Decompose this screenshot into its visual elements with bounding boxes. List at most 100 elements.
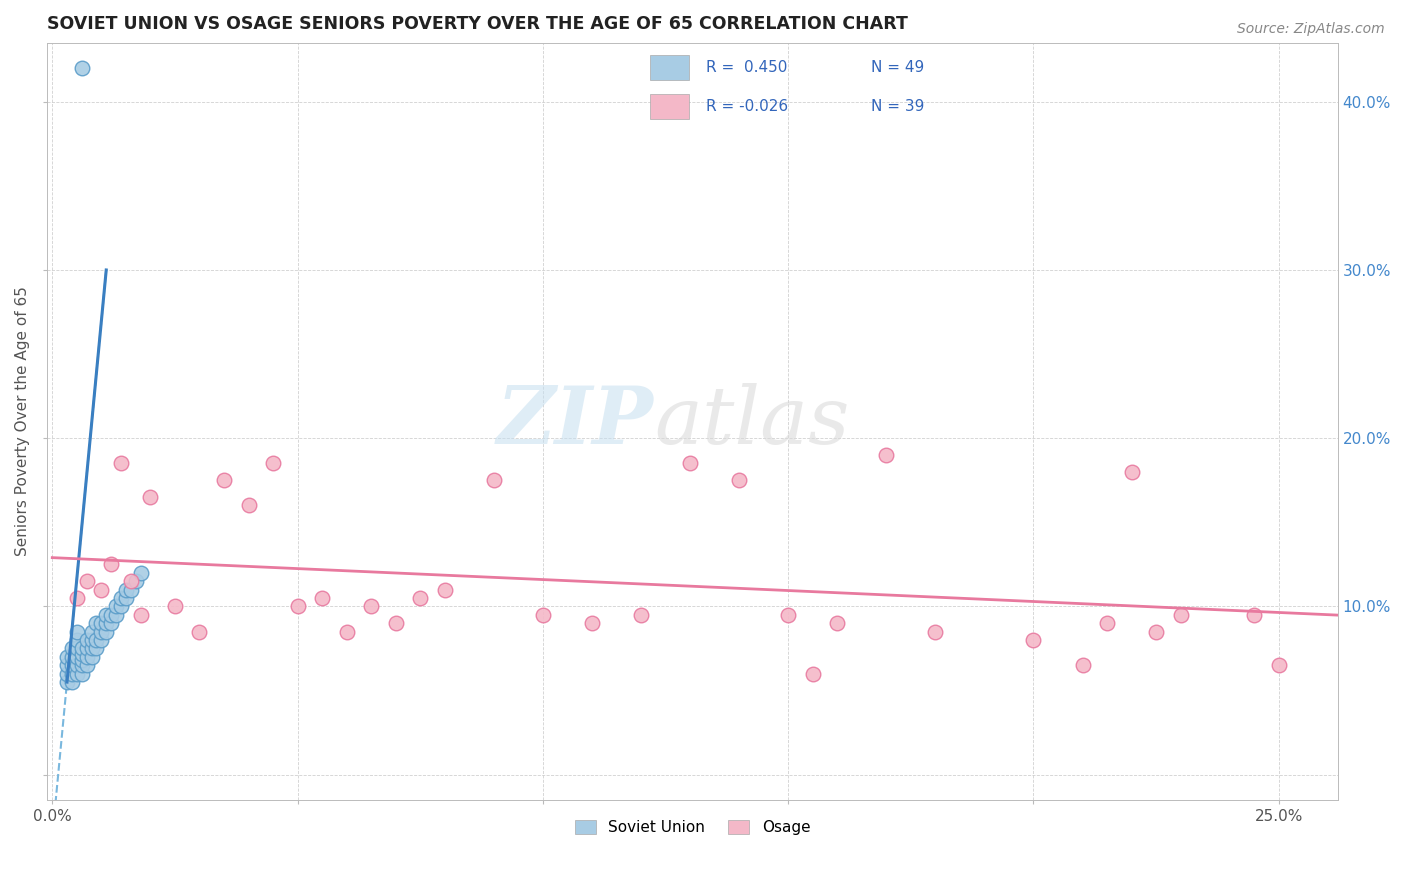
Legend: Soviet Union, Osage: Soviet Union, Osage [568, 814, 817, 841]
Point [1144, 624, 1167, 639]
Point [129, 607, 152, 622]
Text: R =  0.450: R = 0.450 [706, 60, 787, 75]
Point [924, 624, 946, 639]
Point [581, 616, 603, 631]
Point [139, 490, 162, 504]
Point [80, 633, 103, 648]
Point [70, 653, 93, 667]
Point [482, 473, 505, 487]
Point [129, 566, 152, 580]
Point [110, 599, 132, 614]
Point [433, 582, 456, 597]
Point [66, 658, 89, 673]
Point [70, 666, 93, 681]
Point [875, 448, 897, 462]
Point [60, 666, 83, 681]
Point [56, 649, 79, 664]
Point [70, 658, 93, 673]
Point [56, 666, 79, 681]
Point [360, 599, 382, 614]
Point [66, 666, 89, 681]
Point [778, 607, 800, 622]
Text: N = 49: N = 49 [870, 60, 924, 75]
Point [80, 624, 103, 639]
Point [66, 649, 89, 664]
Point [336, 624, 359, 639]
Point [1022, 633, 1045, 648]
Bar [650, 94, 689, 120]
Point [825, 616, 848, 631]
Point [728, 473, 751, 487]
Point [90, 616, 112, 631]
Point [70, 641, 93, 656]
Point [110, 591, 132, 605]
Point [238, 499, 260, 513]
Point [1121, 465, 1143, 479]
Point [100, 616, 122, 631]
Point [66, 641, 89, 656]
Point [56, 675, 79, 690]
Point [90, 633, 112, 648]
Point [188, 624, 211, 639]
Point [163, 599, 186, 614]
Point [1268, 658, 1291, 673]
Text: N = 39: N = 39 [870, 99, 924, 114]
Point [115, 582, 138, 597]
Point [70, 61, 93, 75]
Text: SOVIET UNION VS OSAGE SENIORS POVERTY OVER THE AGE OF 65 CORRELATION CHART: SOVIET UNION VS OSAGE SENIORS POVERTY OV… [48, 15, 908, 33]
Point [70, 647, 93, 661]
Point [86, 633, 108, 648]
Point [1071, 658, 1094, 673]
Point [86, 616, 108, 631]
Point [120, 582, 142, 597]
Point [60, 649, 83, 664]
Point [96, 616, 118, 631]
Point [66, 591, 89, 605]
Point [100, 558, 122, 572]
Point [801, 666, 824, 681]
Point [1095, 616, 1118, 631]
Point [76, 658, 98, 673]
Point [80, 649, 103, 664]
Y-axis label: Seniors Poverty Over the Age of 65: Seniors Poverty Over the Age of 65 [15, 286, 30, 557]
Point [105, 599, 128, 614]
Text: atlas: atlas [654, 383, 849, 460]
Point [76, 641, 98, 656]
Point [630, 607, 652, 622]
Point [96, 624, 118, 639]
Point [311, 591, 333, 605]
Point [1243, 607, 1265, 622]
Point [100, 607, 122, 622]
Point [90, 624, 112, 639]
Text: R = -0.026: R = -0.026 [706, 99, 787, 114]
Point [531, 607, 554, 622]
Point [679, 457, 702, 471]
Point [287, 599, 309, 614]
Point [76, 649, 98, 664]
Point [262, 457, 284, 471]
Point [90, 582, 112, 597]
Point [60, 675, 83, 690]
Point [120, 574, 142, 589]
Point [60, 658, 83, 673]
Point [76, 574, 98, 589]
Point [212, 473, 235, 487]
Point [96, 607, 118, 622]
Point [124, 574, 146, 589]
Point [86, 641, 108, 656]
Point [80, 641, 103, 656]
Point [66, 624, 89, 639]
Point [115, 591, 138, 605]
Point [60, 641, 83, 656]
Text: ZIP: ZIP [496, 383, 654, 460]
Point [76, 633, 98, 648]
Point [1170, 607, 1192, 622]
Point [105, 607, 128, 622]
Bar [650, 54, 689, 80]
Point [110, 457, 132, 471]
Point [66, 633, 89, 648]
Point [384, 616, 406, 631]
Point [56, 658, 79, 673]
Text: Source: ZipAtlas.com: Source: ZipAtlas.com [1237, 22, 1385, 37]
Point [409, 591, 432, 605]
